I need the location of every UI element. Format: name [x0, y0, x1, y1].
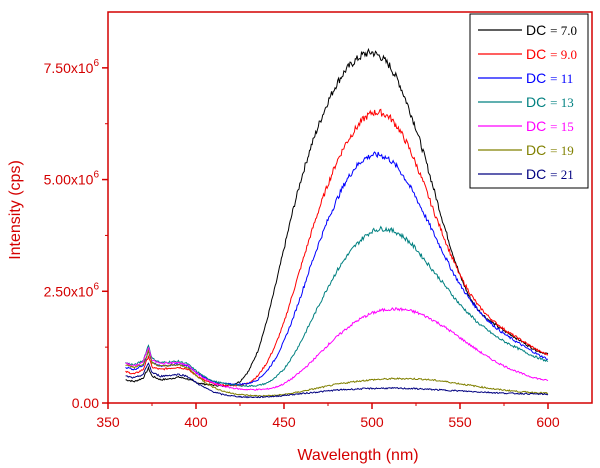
legend: DC = 7.0 DC = 9.0 DC = 11 DC = 13 DC = 15 DC … [469, 13, 589, 189]
x-axis-title: Wavelength (nm) [297, 447, 418, 464]
y-tick-label: 7.50x106 [44, 58, 100, 76]
legend-label: DC = 21 [526, 166, 574, 182]
legend-label: DC = 9.0 [526, 46, 577, 62]
series-line-5 [125, 307, 549, 391]
y-tick-exponent: 6 [93, 58, 99, 69]
legend-label-value: = 7.0 [550, 23, 577, 38]
y-tick-exponent: 6 [93, 170, 99, 181]
series-line-3 [125, 151, 549, 386]
y-tick-label: 2.50x106 [44, 281, 100, 299]
y-tick-label: 5.00x106 [44, 170, 100, 188]
series-line-6 [125, 348, 549, 398]
x-tick-label: 500 [360, 414, 384, 430]
legend-label: DC = 11 [526, 70, 573, 86]
legend-label-value: = 19 [550, 143, 574, 158]
x-tick-label: 550 [448, 414, 472, 430]
y-tick-label: 0.00 [72, 395, 99, 411]
series-line-4 [125, 225, 549, 388]
series-layer [125, 47, 549, 399]
legend-label-value: = 21 [550, 167, 574, 182]
legend-label-value: = 9.0 [550, 47, 577, 62]
legend-label-value: = 11 [550, 71, 573, 86]
axis-layer: 350 400 450 500 550 600 0.00 2.50x106 5.00x106 7.… [44, 58, 560, 430]
x-tick-label: 350 [96, 414, 120, 430]
y-axis-title: Intensity (cps) [7, 160, 24, 260]
series-line-7 [125, 362, 549, 399]
x-tick-label: 600 [536, 414, 560, 430]
legend-label-value: = 15 [550, 119, 574, 134]
plot-frame [107, 11, 593, 404]
legend-label: DC = 13 [526, 94, 574, 110]
legend-box [469, 13, 589, 189]
y-tick-exponent: 6 [93, 281, 99, 292]
x-tick-label: 450 [272, 414, 296, 430]
legend-label: DC = 15 [526, 118, 574, 134]
legend-label: DC = 7.0 [526, 22, 577, 38]
x-tick-label: 400 [184, 414, 208, 430]
legend-label-value: = 13 [550, 95, 574, 110]
legend-label: DC = 19 [526, 142, 574, 158]
